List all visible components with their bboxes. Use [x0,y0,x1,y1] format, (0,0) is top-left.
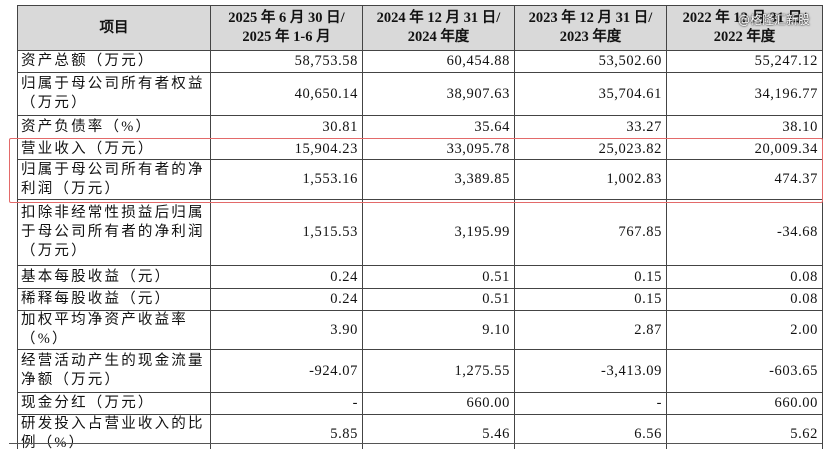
value-cell: 0.51 [362,288,515,311]
value-cell: 2.00 [666,310,823,350]
value-cell: 1,275.55 [362,349,515,393]
table-row: 资产总额（万元） 58,753.58 60,454.88 53,502.60 55,24… [17,50,823,73]
header-cell: 2024 年 12 月 31 日/ 2024 年度 [362,5,515,51]
value-cell: 53,502.60 [514,50,667,73]
value-cell: 3,195.99 [362,199,515,266]
row-label: 稀释每股收益（元） [17,288,211,311]
header-cell: 项目 [17,5,211,51]
row-label: 加权平均净资产收益率（%） [17,310,211,350]
value-cell: 1,002.83 [514,159,667,200]
value-cell: 0.08 [666,265,823,289]
value-cell: 38,907.63 [362,72,515,116]
table-row: 经营活动产生的现金流量净额（万元） -924.07 1,275.55 -3,413.0… [17,349,823,393]
table-row: 加权平均净资产收益率（%） 3.90 9.10 2.87 2.00 [17,310,823,350]
value-cell: 34,196.77 [666,72,823,116]
header-row: 项目 2025 年 6 月 30 日/ 2025 年 1-6 月 2024 年 12… [17,5,823,51]
value-cell: 25,023.82 [514,138,667,160]
value-cell: 0.15 [514,288,667,311]
value-cell: 3.90 [210,310,363,350]
value-cell: 33.27 [514,115,667,139]
header-cell: 2022 年 12 月 31 日/ 2022 年度 [666,5,823,51]
bottom-rule [9,443,822,444]
data-table: 项目 2025 年 6 月 30 日/ 2025 年 1-6 月 2024 年 12… [17,5,823,449]
value-cell: 0.08 [666,288,823,311]
row-label: 基本每股收益（元） [17,265,211,289]
value-cell: 660.00 [666,392,823,415]
value-cell: 767.85 [514,199,667,266]
table-row: 扣除非经常性损益后归属于母公司所有者的净利润（万元） 1,515.53 3,195.… [17,199,823,266]
value-cell: 30.81 [210,115,363,139]
value-cell: 9.10 [362,310,515,350]
header-cell: 2025 年 6 月 30 日/ 2025 年 1-6 月 [210,5,363,51]
value-cell: 0.24 [210,288,363,311]
value-cell: - [514,392,667,415]
value-cell: 55,247.12 [666,50,823,73]
value-cell: 0.15 [514,265,667,289]
table-row: 归属于母公司所有者权益（万元） 40,650.14 38,907.63 35,704.… [17,72,823,116]
value-cell: 2.87 [514,310,667,350]
value-cell: -3,413.09 [514,349,667,393]
table-row: 资产负债率（%） 30.81 35.64 33.27 38.10 [17,115,823,139]
highlight-box [9,138,823,203]
value-cell: -603.65 [666,349,823,393]
value-cell: - [210,392,363,415]
value-cell: -924.07 [210,349,363,393]
row-label: 经营活动产生的现金流量净额（万元） [17,349,211,393]
row-label: 资产负债率（%） [17,115,211,139]
table-row: 稀释每股收益（元） 0.24 0.51 0.15 0.08 [17,288,823,311]
value-cell: 40,650.14 [210,72,363,116]
value-cell: 1,553.16 [210,159,363,200]
header-cell: 2023 年 12 月 31 日/ 2023 年度 [514,5,667,51]
value-cell: 0.51 [362,265,515,289]
table-row: 现金分红（万元） -660.00-660.00 [17,392,823,415]
row-label: 资产总额（万元） [17,50,211,73]
value-cell: 660.00 [362,392,515,415]
value-cell: 38.10 [666,115,823,139]
row-label: 现金分红（万元） [17,392,211,415]
watermark: @格隆汇新股 [738,13,811,27]
value-cell: 60,454.88 [362,50,515,73]
value-cell: 58,753.58 [210,50,363,73]
value-cell: 0.24 [210,265,363,289]
value-cell: 3,389.85 [362,159,515,200]
value-cell: 1,515.53 [210,199,363,266]
value-cell: 35,704.61 [514,72,667,116]
table-row: 基本每股收益（元） 0.24 0.51 0.15 0.08 [17,265,823,289]
row-label: 归属于母公司所有者权益（万元） [17,72,211,116]
value-cell: -34.68 [666,199,823,266]
row-label: 扣除非经常性损益后归属于母公司所有者的净利润（万元） [17,199,211,266]
value-cell: 35.64 [362,115,515,139]
value-cell: 474.37 [666,159,823,200]
table-row: 营业收入（万元） 15,904.23 33,095.78 25,023.82 20,00… [17,138,823,160]
